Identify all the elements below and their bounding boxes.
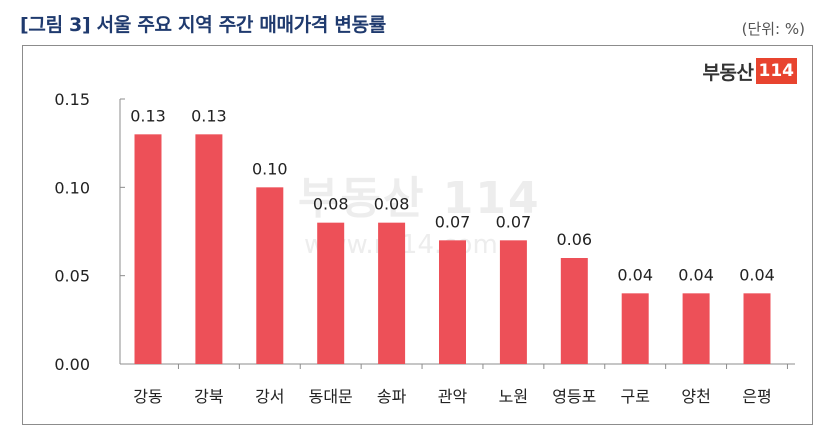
x-tick-label: 노원 bbox=[499, 387, 528, 406]
y-tick-label: 0.00 bbox=[54, 355, 90, 374]
bar bbox=[682, 293, 710, 364]
data-label: 0.10 bbox=[252, 159, 288, 178]
bar bbox=[256, 187, 284, 364]
x-tick-label: 동대문 bbox=[309, 387, 353, 406]
x-tick-label: 강서 bbox=[255, 387, 284, 406]
data-label: 0.08 bbox=[374, 195, 410, 214]
x-tick-label: 강북 bbox=[194, 387, 223, 406]
bar bbox=[378, 222, 406, 364]
labels: 0.13 강동 0.13 강북 0.10 강서 0.08 동대문 0.08 송파 0.07 관악 0.0… bbox=[130, 106, 775, 406]
y-tick-label: 0.10 bbox=[54, 178, 90, 197]
data-label: 0.08 bbox=[313, 195, 349, 214]
data-label: 0.06 bbox=[556, 230, 592, 249]
x-tick-label: 관악 bbox=[438, 387, 468, 406]
brand-logo: 부동산 114 bbox=[703, 56, 797, 86]
chart-frame bbox=[22, 45, 813, 425]
data-label: 0.07 bbox=[496, 212, 532, 231]
chart-title: [그림 3] 서울 주요 지역 주간 매매가격 변동률 bbox=[20, 14, 386, 36]
x-tick-label: 송파 bbox=[377, 387, 407, 406]
y-tick-label: 0.15 bbox=[54, 90, 90, 109]
data-label: 0.13 bbox=[191, 106, 227, 125]
bar bbox=[499, 240, 527, 364]
y-tick-label: 0.05 bbox=[54, 267, 90, 286]
axes: 0.00 0.05 0.10 0.15 bbox=[54, 90, 795, 374]
x-tick-label: 양천 bbox=[681, 387, 710, 406]
bars bbox=[134, 134, 771, 364]
bar bbox=[195, 134, 223, 364]
x-tick-label: 구로 bbox=[620, 387, 649, 406]
logo-text: 부동산 bbox=[702, 61, 754, 84]
data-label: 0.04 bbox=[617, 265, 653, 284]
bar bbox=[134, 134, 162, 364]
data-label: 0.07 bbox=[435, 212, 471, 231]
logo-number: 114 bbox=[755, 58, 797, 84]
x-tick-label: 영등포 bbox=[552, 387, 596, 406]
unit-label: (단위: %) bbox=[741, 20, 805, 38]
bar bbox=[560, 258, 588, 364]
data-label: 0.04 bbox=[739, 265, 775, 284]
bar bbox=[743, 293, 771, 364]
bar bbox=[621, 293, 649, 364]
bar bbox=[439, 240, 466, 364]
x-tick-label: 강동 bbox=[133, 387, 162, 406]
bar bbox=[317, 222, 345, 364]
data-label: 0.04 bbox=[678, 265, 714, 284]
data-label: 0.13 bbox=[130, 106, 166, 125]
x-tick-label: 은평 bbox=[742, 387, 771, 406]
